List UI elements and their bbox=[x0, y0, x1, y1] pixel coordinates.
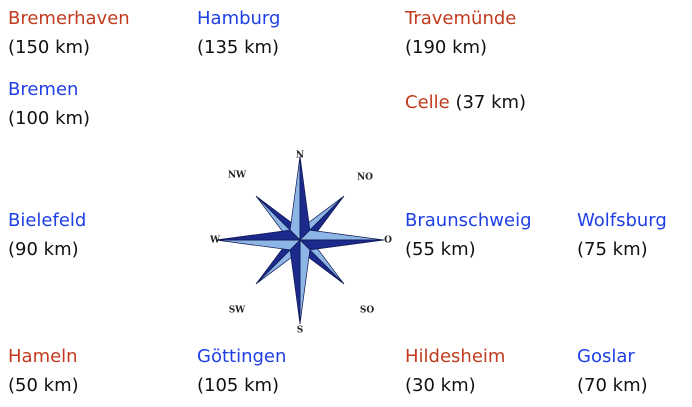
city-name[interactable]: Braunschweig bbox=[405, 206, 532, 235]
city-name[interactable]: Göttingen bbox=[197, 342, 286, 371]
compass-label: SW bbox=[229, 306, 246, 316]
distance: (90 km) bbox=[8, 239, 79, 260]
city: Hamburg (135 km) bbox=[197, 4, 280, 62]
distance: (135 km) bbox=[197, 37, 279, 58]
distance: (105 km) bbox=[197, 375, 279, 396]
distance: (150 km) bbox=[8, 37, 90, 58]
city: Hildesheim (30 km) bbox=[405, 342, 505, 400]
city: Bielefeld (90 km) bbox=[8, 206, 86, 264]
compass-point bbox=[216, 230, 300, 240]
compass-point bbox=[300, 240, 310, 324]
compass-point bbox=[300, 240, 384, 250]
distance: (190 km) bbox=[405, 37, 487, 58]
compass-label: SO bbox=[360, 306, 374, 316]
compass-label: O bbox=[384, 236, 392, 246]
city-name[interactable]: Celle bbox=[405, 92, 450, 113]
distance: (50 km) bbox=[8, 375, 79, 396]
distance: (30 km) bbox=[405, 375, 476, 396]
compass-label: W bbox=[209, 236, 221, 246]
city-name[interactable]: Hameln bbox=[8, 342, 79, 371]
compass-label: NW bbox=[228, 171, 247, 181]
compass-rose: N NO O SO S SW W NW bbox=[205, 145, 395, 340]
compass-point bbox=[290, 240, 300, 324]
compass-point bbox=[290, 156, 300, 240]
city: Travemünde (190 km) bbox=[405, 4, 516, 62]
compass-label: N bbox=[296, 151, 304, 161]
distance: (37 km) bbox=[455, 92, 526, 113]
city-name[interactable]: Goslar bbox=[577, 342, 648, 371]
compass-point bbox=[216, 240, 300, 250]
city-name[interactable]: Travemünde bbox=[405, 4, 516, 33]
distance: (70 km) bbox=[577, 375, 648, 396]
city: Braunschweig (55 km) bbox=[405, 206, 532, 264]
city: Bremen (100 km) bbox=[8, 75, 90, 133]
compass-point bbox=[300, 156, 310, 240]
city-name[interactable]: Hamburg bbox=[197, 4, 280, 33]
city: Göttingen (105 km) bbox=[197, 342, 286, 400]
city: Hameln (50 km) bbox=[8, 342, 79, 400]
city: Goslar (70 km) bbox=[577, 342, 648, 400]
city: Wolfsburg (75 km) bbox=[577, 206, 667, 264]
compass-label: S bbox=[297, 326, 304, 336]
city: Celle (37 km) bbox=[405, 88, 526, 117]
city: Bremerhaven (150 km) bbox=[8, 4, 130, 62]
compass-point bbox=[300, 230, 384, 240]
distance: (75 km) bbox=[577, 239, 648, 260]
city-name[interactable]: Bielefeld bbox=[8, 206, 86, 235]
city-name[interactable]: Wolfsburg bbox=[577, 206, 667, 235]
city-name[interactable]: Bremen bbox=[8, 75, 90, 104]
distance: (100 km) bbox=[8, 108, 90, 129]
page: Bremerhaven (150 km) Hamburg (135 km) Trav… bbox=[0, 0, 692, 407]
city-name[interactable]: Hildesheim bbox=[405, 342, 505, 371]
distance: (55 km) bbox=[405, 239, 476, 260]
city-name[interactable]: Bremerhaven bbox=[8, 4, 130, 33]
compass-label: NO bbox=[357, 173, 373, 183]
